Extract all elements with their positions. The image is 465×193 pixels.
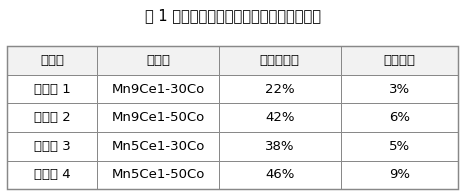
Text: Mn5Ce1-30Co: Mn5Ce1-30Co (112, 140, 205, 153)
Bar (219, 46, 341, 75)
Bar (97, 161, 219, 189)
Text: 42%: 42% (265, 111, 295, 124)
Text: Mn9Ce1-50Co: Mn9Ce1-50Co (112, 111, 205, 124)
Bar (341, 75, 458, 103)
Bar (7, 46, 458, 189)
Text: 5%: 5% (389, 140, 410, 153)
Text: 6%: 6% (389, 111, 410, 124)
Text: 实施例: 实施例 (40, 54, 64, 67)
Bar (219, 161, 341, 189)
Text: 22%: 22% (265, 83, 295, 96)
Bar (219, 132, 341, 161)
Bar (97, 75, 219, 103)
Text: Mn9Ce1-30Co: Mn9Ce1-30Co (112, 83, 205, 96)
Bar (97, 103, 219, 132)
Text: 46%: 46% (265, 168, 294, 181)
Text: 催化剂: 催化剂 (146, 54, 170, 67)
Bar (219, 75, 341, 103)
Bar (7, 161, 97, 189)
Bar (341, 132, 458, 161)
Bar (7, 75, 97, 103)
Text: Mn5Ce1-50Co: Mn5Ce1-50Co (112, 168, 205, 181)
Bar (7, 132, 97, 161)
Bar (219, 103, 341, 132)
Text: 实施例 2: 实施例 2 (33, 111, 71, 124)
Bar (7, 46, 97, 75)
Text: 3%: 3% (389, 83, 410, 96)
Bar (97, 46, 219, 75)
Text: 实施例 1: 实施例 1 (33, 83, 71, 96)
Bar (97, 132, 219, 161)
Text: 实施例 4: 实施例 4 (34, 168, 70, 181)
Text: 甲醛转化率: 甲醛转化率 (260, 54, 300, 67)
Bar (7, 103, 97, 132)
Text: 表 1 不同催化剂上甲醛常温催化氧化转化率: 表 1 不同催化剂上甲醛常温催化氧化转化率 (145, 8, 320, 23)
Bar (341, 103, 458, 132)
Text: 实施例 3: 实施例 3 (33, 140, 71, 153)
Text: 苯转化率: 苯转化率 (383, 54, 415, 67)
Bar (341, 161, 458, 189)
Text: 9%: 9% (389, 168, 410, 181)
Text: 38%: 38% (265, 140, 295, 153)
Bar (341, 46, 458, 75)
